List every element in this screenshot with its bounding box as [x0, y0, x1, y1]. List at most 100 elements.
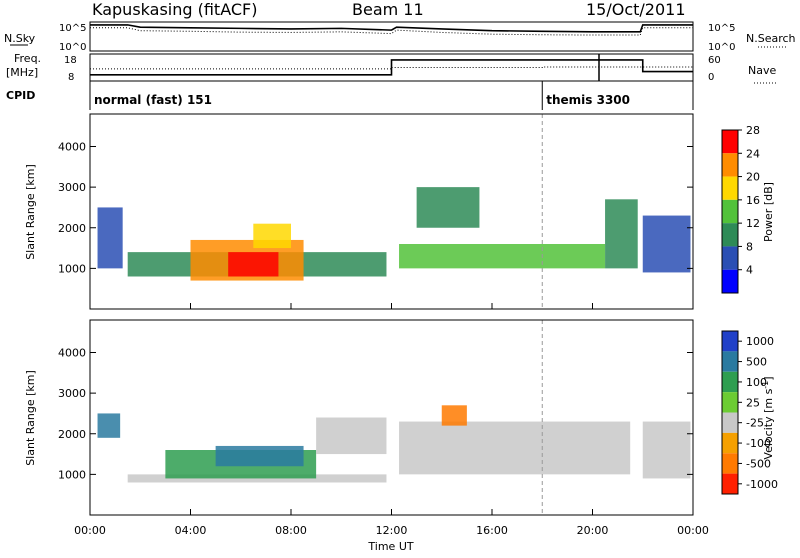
date-title: 15/Oct/2011 [586, 0, 686, 19]
y-tick-label: 4000 [58, 141, 86, 154]
nsky-tick-bottom: 10^0 [59, 42, 86, 53]
cpid-segment-label: themis 3300 [546, 93, 630, 107]
heatmap-cell [642, 421, 691, 479]
colorbar-tick-label: 4 [746, 264, 753, 277]
nsky-tick-top: 10^5 [59, 23, 86, 34]
colorbar-tick-label: 25 [746, 396, 760, 409]
colorbar-tick-label: 24 [746, 147, 760, 160]
nave-series-line [90, 66, 693, 70]
time-axis: 00:00 04:00 08:00 12:00 16:00 20:00 00:00 [74, 303, 709, 537]
beam-title: Beam 11 [352, 0, 424, 19]
cpid-label: CPID [6, 89, 35, 102]
colorbar-tick-label: 16 [746, 194, 760, 207]
freq-series-line [90, 59, 693, 76]
time-tick-label: 20:00 [577, 524, 609, 537]
nave-tick-bottom: 0 [708, 72, 714, 83]
colorbar-swatch [722, 199, 738, 224]
heatmap-cell [97, 207, 123, 269]
colorbar-tick-label: 100 [746, 376, 767, 389]
nave-tick-top: 60 [708, 55, 721, 66]
heatmap-cell [399, 244, 606, 269]
power-frame [89, 113, 694, 310]
colorbar-swatch [722, 223, 738, 247]
colorbar-tick-label: 1000 [746, 335, 774, 348]
cpid-segments: normal (fast) 151 themis 3300 [94, 81, 630, 110]
velocity-ylabel: Slant Range [km] [24, 370, 37, 466]
colorbar-tick-label: 8 [746, 240, 753, 253]
colorbar-swatch [722, 412, 738, 433]
colorbar-swatch [722, 432, 738, 454]
colorbar-tick-label: -1000 [746, 478, 778, 491]
station-title: Kapuskasing (fitACF) [92, 0, 257, 19]
colorbar-swatch [722, 392, 738, 413]
velocity-colorbar-label: Velocity [m s-1] [761, 376, 776, 459]
colorbar-tick-label: -25 [746, 417, 764, 430]
heatmap-cell [605, 199, 638, 269]
colorbar-tick-label: -100 [746, 437, 771, 450]
colorbar-tick-label: -500 [746, 457, 771, 470]
y-tick-label: 4000 [58, 347, 86, 360]
velocity-colorbar: 1000 500 100 25 -25 -100 -500 -1000 [721, 330, 778, 495]
colorbar-swatch [722, 130, 738, 154]
time-tick-label: 08:00 [275, 524, 307, 537]
heatmap-cell [228, 252, 279, 277]
power-data [97, 114, 691, 309]
nsearch-tick-top: 10^5 [708, 23, 735, 34]
velocity-panel: 1000 2000 3000 4000 Slant Range [km] 1000 50… [24, 319, 778, 516]
colorbar-tick-label: 12 [746, 217, 760, 230]
heatmap-cell [215, 445, 304, 467]
power-y-axis: 1000 2000 3000 4000 [58, 141, 693, 275]
nsky-panel: N.Sky 10^5 10^0 10^5 10^0 N.Search [4, 21, 796, 53]
cpid-segment-label: normal (fast) 151 [94, 93, 212, 107]
y-tick-label: 2000 [58, 428, 86, 441]
y-tick-label: 1000 [58, 262, 86, 275]
y-tick-label: 1000 [58, 468, 86, 481]
heatmap-cell [441, 405, 467, 426]
velocity-frame [89, 319, 694, 516]
colorbar-swatch [722, 453, 738, 474]
heatmap-cell [316, 417, 387, 455]
time-tick-label: 04:00 [175, 524, 207, 537]
time-tick-label: 00:00 [74, 524, 106, 537]
time-axis-label: Time UT [367, 540, 413, 553]
y-tick-label: 2000 [58, 222, 86, 235]
freq-unit-label: [MHz] [6, 66, 38, 79]
cpid-panel: CPID normal (fast) 151 themis 3300 [6, 81, 694, 110]
nsearch-tick-bottom: 10^0 [708, 42, 735, 53]
colorbar-swatch [722, 371, 738, 393]
colorbar-swatch [722, 331, 738, 352]
velocity-y-axis: 1000 2000 3000 4000 [58, 347, 693, 481]
colorbar-swatch [722, 473, 738, 494]
time-tick-label: 16:00 [476, 524, 508, 537]
colorbar-swatch [722, 176, 738, 200]
freq-label: Freq. [14, 52, 41, 65]
velocity-data [97, 320, 691, 515]
time-tick-label: 00:00 [677, 524, 709, 537]
freq-tick-top: 18 [64, 55, 77, 66]
colorbar-tick-label: 28 [746, 124, 760, 137]
time-tick-label: 12:00 [376, 524, 408, 537]
colorbar-swatch [722, 269, 738, 293]
nsky-label: N.Sky [4, 32, 36, 45]
power-ylabel: Slant Range [km] [24, 164, 37, 260]
y-tick-label: 3000 [58, 181, 86, 194]
freq-panel: Freq. [MHz] 18 8 60 0 Nave [6, 52, 778, 84]
power-panel: 1000 2000 3000 4000 Slant Range [km] 4 8 12 16… [24, 113, 775, 310]
freq-tick-bottom: 8 [68, 72, 74, 83]
colorbar-tick-label: 20 [746, 171, 760, 184]
power-colorbar: 4 8 12 16 20 24 28 [721, 124, 760, 294]
y-tick-label: 3000 [58, 387, 86, 400]
colorbar-swatch [722, 351, 738, 372]
nsearch-label: N.Search [746, 32, 796, 45]
colorbar-tick-label: 500 [746, 356, 767, 369]
heatmap-cell [97, 413, 121, 438]
heatmap-cell [416, 187, 480, 228]
heatmap-cell [253, 223, 291, 249]
nave-label: Nave [748, 64, 776, 77]
nsky-series-line [90, 24, 693, 33]
colorbar-frame [721, 129, 739, 294]
nsearch-series-line [90, 27, 693, 36]
power-colorbar-label: Power [dB] [762, 182, 775, 242]
